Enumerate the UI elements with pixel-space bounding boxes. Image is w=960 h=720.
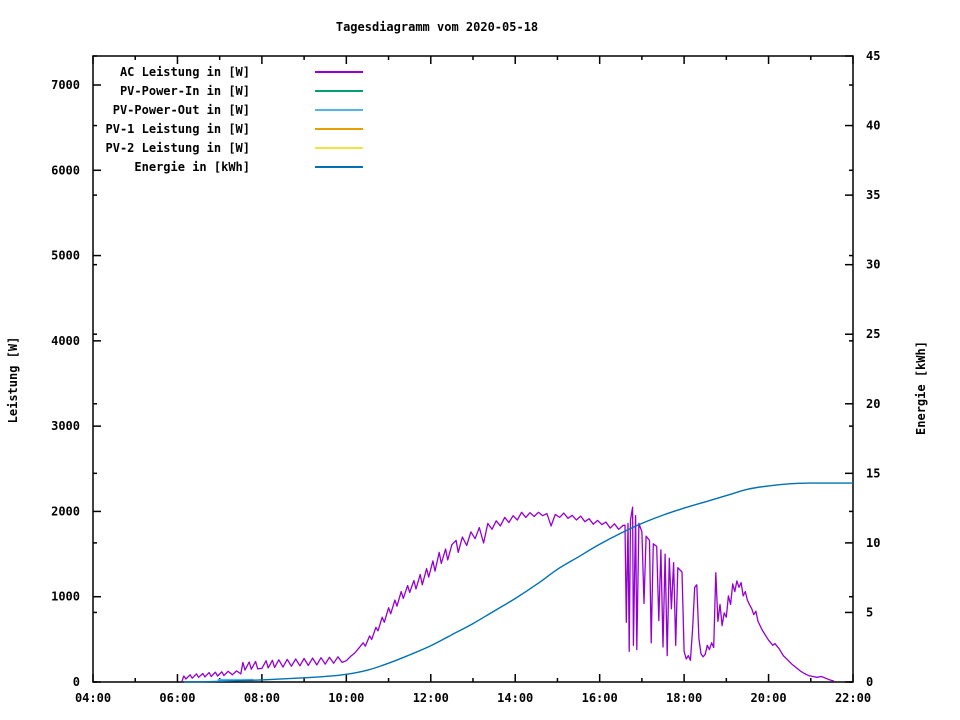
x-tick-label: 16:00 xyxy=(582,691,618,705)
y2-tick-label: 25 xyxy=(866,327,880,341)
y2-tick-label: 10 xyxy=(866,536,880,550)
y2-tick-label: 30 xyxy=(866,258,880,272)
y1-tick-label: 7000 xyxy=(51,78,80,92)
y1-tick-label: 1000 xyxy=(51,590,80,604)
y2-tick-label: 0 xyxy=(866,675,873,689)
x-tick-label: 18:00 xyxy=(666,691,702,705)
x-tick-label: 20:00 xyxy=(750,691,786,705)
y2-tick-label: 20 xyxy=(866,397,880,411)
y1-tick-label: 0 xyxy=(73,675,80,689)
x-tick-label: 04:00 xyxy=(75,691,111,705)
x-tick-label: 10:00 xyxy=(328,691,364,705)
legend-label-ac-leistung-in-w: AC Leistung in [W] xyxy=(120,65,250,79)
chart-title: Tagesdiagramm vom 2020-05-18 xyxy=(335,20,539,34)
y1-tick-label: 2000 xyxy=(51,504,80,518)
x-tick-label: 12:00 xyxy=(413,691,449,705)
y1-tick-label: 3000 xyxy=(51,419,80,433)
legend-label-energie-in-kwh: Energie in [kWh] xyxy=(134,160,250,174)
y2-tick-label: 5 xyxy=(866,605,873,619)
y2-tick-label: 15 xyxy=(866,466,880,480)
y2-tick-label: 35 xyxy=(866,188,880,202)
legend-label-pv-power-out-in-w: PV-Power-Out in [W] xyxy=(113,103,250,117)
legend-label-pv-power-in-in-w: PV-Power-In in [W] xyxy=(120,84,250,98)
y1-tick-label: 6000 xyxy=(51,163,80,177)
y2-tick-label: 45 xyxy=(866,49,880,63)
x-tick-label: 08:00 xyxy=(244,691,280,705)
y1-tick-label: 5000 xyxy=(51,249,80,263)
series-line-energie-in-kwh xyxy=(183,482,854,683)
legend-label-pv-2-leistung-in-w: PV-2 Leistung in [W] xyxy=(106,141,251,155)
legend-label-pv-1-leistung-in-w: PV-1 Leistung in [W] xyxy=(106,122,251,136)
x-tick-label: 06:00 xyxy=(159,691,195,705)
series-line-ac-leistung-in-w xyxy=(181,506,835,683)
x-tick-label: 22:00 xyxy=(835,691,871,705)
x-tick-label: 14:00 xyxy=(497,691,533,705)
y1-tick-label: 4000 xyxy=(51,334,80,348)
y2-tick-label: 40 xyxy=(866,119,880,133)
